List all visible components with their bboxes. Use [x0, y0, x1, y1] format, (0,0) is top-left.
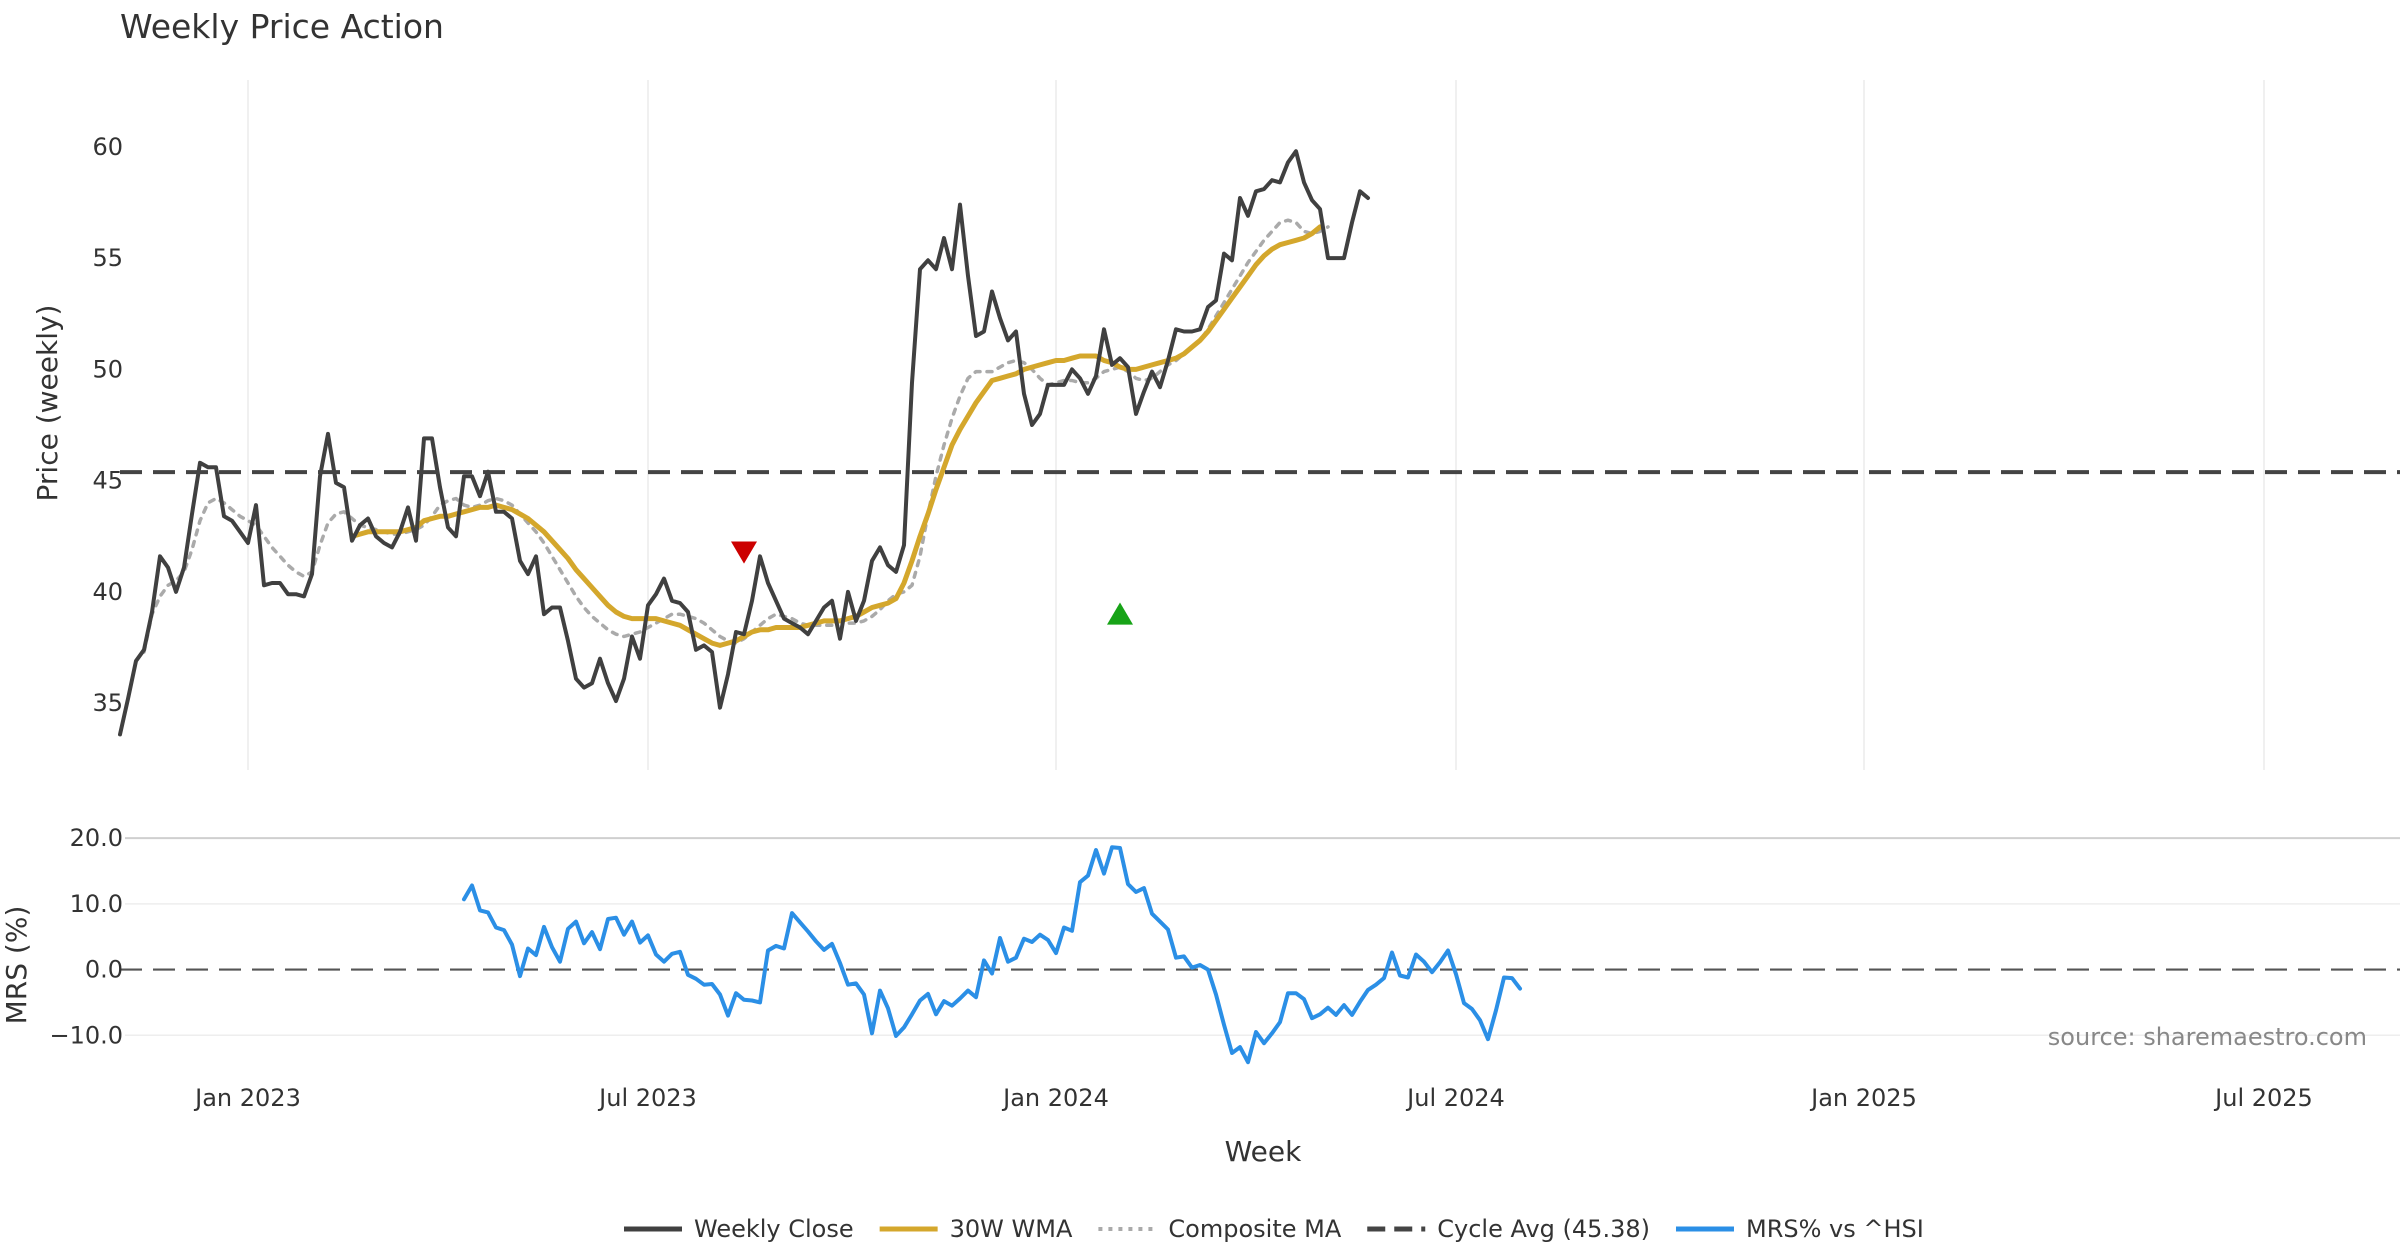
legend-label-30w-wma: 30W WMA — [950, 1215, 1073, 1243]
mrs-y-tick: 20.0 — [70, 824, 123, 852]
price-series — [118, 149, 2400, 737]
price-y-tick: 35 — [92, 689, 123, 717]
x-axis-title: Week — [1225, 1135, 1302, 1168]
signal-markers — [731, 541, 1133, 625]
legend-label-composite-ma: Composite MA — [1168, 1215, 1341, 1243]
buy-signal-marker — [1107, 602, 1133, 625]
x-tick-labels: Jan 2023 Jul 2023 Jan 2024 Jul 2024 Jan 2025… — [193, 1084, 2313, 1112]
mrs-y-tick: 10.0 — [70, 890, 123, 918]
legend-label-cycle-avg-45-38: Cycle Avg (45.38) — [1437, 1215, 1650, 1243]
x-tick-label: Jul 2025 — [2213, 1084, 2313, 1112]
series-weekly-close — [118, 149, 1370, 737]
price-axis-title: Price (weekly) — [31, 305, 64, 502]
series-mrs-vs-hsi — [462, 845, 1522, 1065]
x-tick-label: Jul 2023 — [597, 1084, 697, 1112]
mrs-grid — [125, 837, 2400, 1037]
x-tick-label: Jan 2025 — [1809, 1084, 1917, 1112]
x-tick-label: Jan 2024 — [1001, 1084, 1109, 1112]
price-y-tick: 40 — [92, 578, 123, 606]
chart-title: Weekly Price Action — [120, 7, 444, 46]
legend-label-weekly-close: Weekly Close — [694, 1215, 854, 1243]
price-y-tick: 50 — [92, 355, 123, 383]
legend: Weekly Close 30W WMA Composite MA Cycle Avg… — [624, 1215, 1924, 1243]
price-y-tick: 60 — [92, 133, 123, 161]
price-y-tick: 55 — [92, 244, 123, 272]
price-grid — [247, 80, 2265, 770]
legend-label-mrs-vs-hsi: MRS% vs ^HSI — [1746, 1215, 1924, 1243]
price-y-tick: 45 — [92, 467, 123, 495]
mrs-y-tick: −10.0 — [49, 1021, 123, 1049]
source-note: source: sharemaestro.com — [2048, 1023, 2367, 1051]
sell-signal-marker — [731, 541, 757, 564]
y-tick-labels: 60 55 50 45 40 35 20.0 10.0 0.0 −10.0 — [49, 133, 123, 1050]
x-tick-label: Jan 2023 — [193, 1084, 301, 1112]
mrs-y-tick: 0.0 — [85, 956, 123, 984]
mrs-series — [120, 845, 2400, 1065]
mrs-axis-title: MRS (%) — [0, 906, 33, 1025]
x-tick-label: Jul 2024 — [1405, 1084, 1505, 1112]
